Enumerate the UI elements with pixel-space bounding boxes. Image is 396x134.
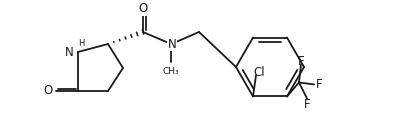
Text: F: F [316, 78, 322, 91]
Text: O: O [138, 3, 148, 16]
Text: N: N [168, 38, 176, 51]
Text: CH₃: CH₃ [163, 66, 179, 75]
Text: F: F [304, 98, 310, 111]
Text: F: F [298, 55, 304, 68]
Text: N: N [65, 46, 73, 59]
Text: H: H [78, 38, 84, 47]
Text: Cl: Cl [253, 66, 265, 79]
Text: O: O [44, 85, 53, 98]
